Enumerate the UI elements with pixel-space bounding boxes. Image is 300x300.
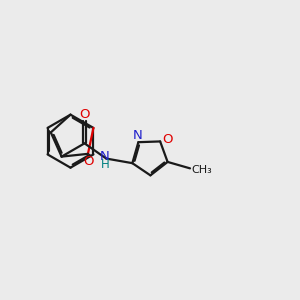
Text: O: O (79, 108, 90, 121)
Text: O: O (162, 133, 173, 146)
Text: CH₃: CH₃ (191, 165, 212, 175)
Text: N: N (133, 129, 142, 142)
Text: N: N (100, 150, 110, 163)
Text: H: H (101, 158, 110, 171)
Text: O: O (83, 155, 94, 168)
